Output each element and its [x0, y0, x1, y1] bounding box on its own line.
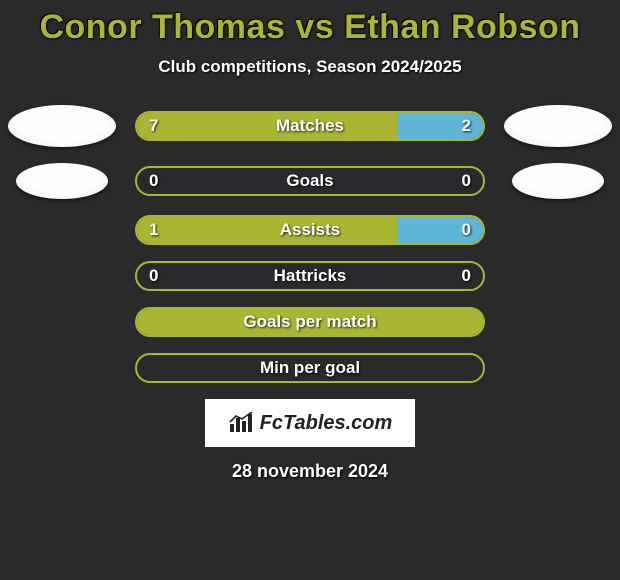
stat-row: 72Matches	[0, 105, 620, 147]
comparison-infographic: Conor Thomas vs Ethan Robson Club compet…	[0, 0, 620, 482]
right-avatar-cell	[503, 163, 613, 199]
stat-label: Matches	[137, 113, 483, 139]
player-avatar-right	[504, 105, 612, 147]
logo-text: FcTables.com	[260, 412, 393, 435]
player-avatar-right	[512, 163, 604, 199]
player-avatar-left	[8, 105, 116, 147]
stat-label: Assists	[137, 217, 483, 243]
stat-label: Min per goal	[137, 355, 483, 381]
stat-bar: 00Hattricks	[135, 261, 485, 291]
stat-label: Hattricks	[137, 263, 483, 289]
stat-bar: Goals per match	[135, 307, 485, 337]
player-avatar-left	[16, 163, 108, 199]
stat-row: 00Goals	[0, 163, 620, 199]
page-title: Conor Thomas vs Ethan Robson	[0, 8, 620, 47]
subtitle: Club competitions, Season 2024/2025	[0, 57, 620, 77]
left-avatar-cell	[7, 163, 117, 199]
stat-rows: 72Matches 00Goals 10Assists 00Hattricks Goal…	[0, 105, 620, 383]
logo-chart-icon	[228, 412, 256, 434]
stat-bar: 72Matches	[135, 111, 485, 141]
stat-row: 00Hattricks	[0, 261, 620, 291]
stat-row: 10Assists	[0, 215, 620, 245]
stat-bar: 10Assists	[135, 215, 485, 245]
date-label: 28 november 2024	[0, 461, 620, 482]
stat-label: Goals per match	[137, 309, 483, 335]
right-avatar-cell	[503, 105, 613, 147]
stat-row: Goals per match	[0, 307, 620, 337]
stat-label: Goals	[137, 168, 483, 194]
fctables-logo: FcTables.com	[205, 399, 415, 447]
stat-bar: 00Goals	[135, 166, 485, 196]
stat-row: Min per goal	[0, 353, 620, 383]
stat-bar: Min per goal	[135, 353, 485, 383]
left-avatar-cell	[7, 105, 117, 147]
